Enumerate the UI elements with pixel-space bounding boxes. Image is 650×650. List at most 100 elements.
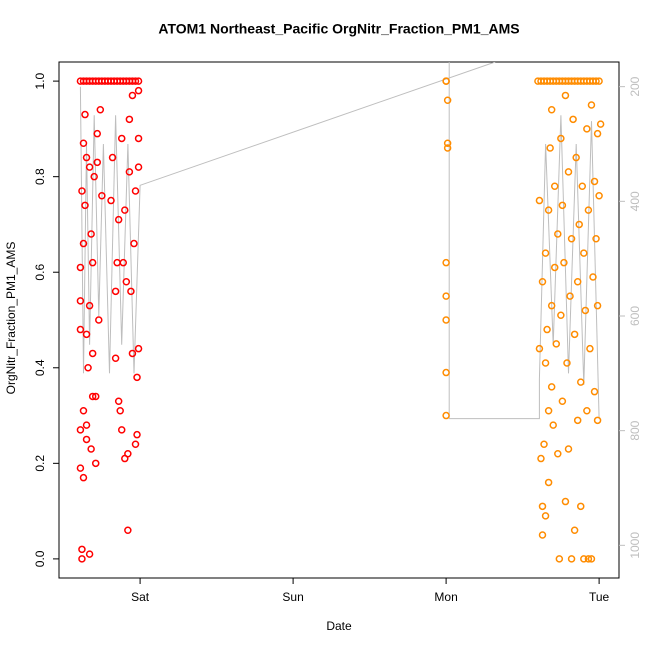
point [119,258,128,267]
point [535,196,544,205]
point [443,139,452,147]
point [90,172,98,181]
point [593,301,602,310]
point [541,359,550,367]
point [111,354,120,362]
point [549,421,557,429]
point [544,206,553,214]
point [541,512,550,520]
point [88,349,97,358]
point [442,292,450,300]
point [121,206,129,214]
point [587,101,596,109]
point [590,177,599,186]
point [563,359,571,367]
point [550,263,559,272]
point [583,125,591,133]
point [114,215,123,224]
point [544,478,553,487]
point [82,421,91,429]
point [541,249,550,257]
y-tick-label: 1.0 [33,72,47,89]
point [134,77,143,85]
point [128,91,137,100]
point [442,77,450,85]
x-tick-label: Mon [434,590,457,604]
point [550,182,559,190]
point [76,325,85,334]
point [558,201,567,210]
point [538,502,547,511]
point [88,392,97,401]
y2-tick-label: 600 [628,306,642,326]
point [79,139,88,147]
plot-frame [58,61,620,579]
point [537,454,545,463]
point [116,407,124,415]
point [570,526,579,534]
point [91,392,100,401]
point [98,192,106,200]
point [576,502,585,511]
point [592,235,600,243]
point [131,187,140,195]
point [595,192,603,200]
point [134,134,143,143]
point [107,196,115,205]
point [567,235,576,243]
point [443,96,452,104]
point [133,373,141,382]
point [124,526,132,534]
point [561,91,570,100]
point [128,349,137,358]
point [108,153,117,162]
point [79,239,88,248]
point [564,168,573,176]
point [134,344,143,353]
point [586,344,594,353]
point [581,306,590,315]
point [575,220,583,229]
point [543,325,551,334]
point [595,77,603,85]
point [589,273,597,281]
chart-title: ATOM1 Northeast_Pacific OrgNitr_Fraction… [158,21,519,37]
point [552,340,561,348]
point [87,445,95,453]
point [84,364,92,372]
point [81,110,89,119]
y2-tick-label: 400 [628,191,642,211]
point [130,239,138,248]
point [557,134,565,143]
point [81,201,89,210]
point [555,555,564,563]
point [127,287,135,296]
point [111,287,120,296]
point [122,278,131,286]
point [85,301,94,310]
point [78,545,86,554]
point [570,330,579,339]
point [95,316,103,324]
point [134,86,143,95]
point [580,249,588,257]
point [564,445,573,453]
pressure-line [79,62,600,420]
point [540,440,548,448]
y-tick-label: 0.8 [33,168,47,185]
point [79,407,88,415]
point [76,426,85,434]
point [558,397,567,405]
point [583,407,591,415]
point [590,387,599,396]
point [566,292,574,300]
point [547,106,556,114]
point [117,426,126,434]
point [587,555,596,563]
point [442,258,450,267]
point [133,430,141,439]
point [96,106,105,114]
point [125,168,134,176]
point [567,555,576,563]
